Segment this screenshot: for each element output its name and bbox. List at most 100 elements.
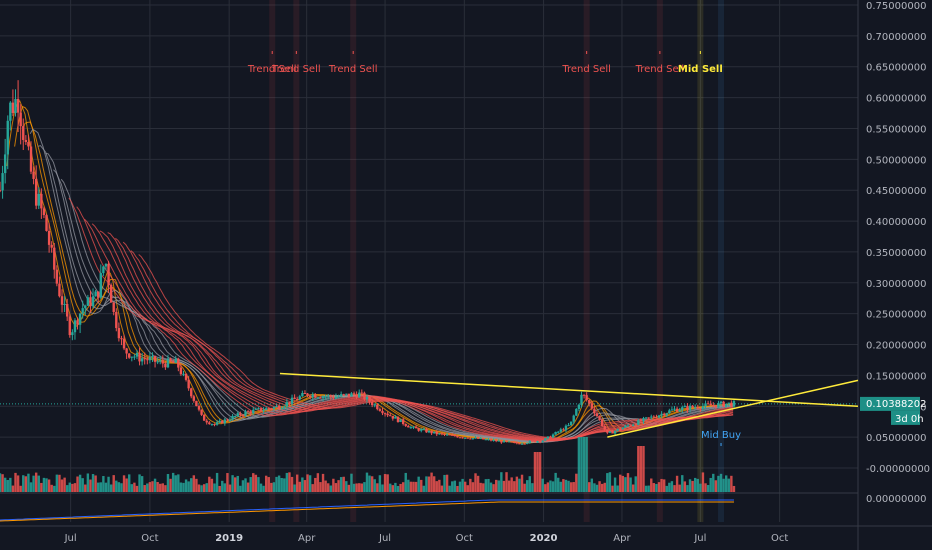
volume-bar [487,478,490,492]
volume-bar [655,483,658,492]
time-axis[interactable]: Jul Oct 2019 Apr Jul Oct 2020 Apr Jul Oct [64,533,789,544]
volume-bar [652,483,656,492]
price-tick-label: 0.05000000 [866,433,926,444]
volume-bar [494,479,498,492]
candle-body [427,430,431,433]
volume-bar [549,480,552,492]
candle-body [146,359,149,361]
volume-bar [389,483,392,492]
volume-bar [244,478,247,492]
volume-bar [146,483,149,492]
volume-bar [650,478,653,492]
volume-bar [3,477,7,492]
candle-body [125,348,128,354]
candle-body [513,441,516,443]
candle-body [221,420,224,424]
candle-body [252,409,255,414]
candle-body [228,419,232,421]
candle-body [22,126,25,140]
volume-bar [60,479,64,492]
volume-bar [373,479,376,492]
volume-bar [283,478,286,492]
price-tick-label: 0.50000000 [866,155,926,166]
time-tick-label: Apr [613,533,631,544]
candle-body [37,193,40,206]
candle-body [298,396,301,400]
volume-bar [466,485,469,492]
time-tick-label: 2020 [530,533,558,544]
candle-body [598,415,601,420]
volume-bar [603,482,606,492]
candle-body [621,427,625,430]
candle-body [644,417,648,419]
candle-body [471,438,475,440]
candle-body [575,408,578,416]
volume-bar [722,478,725,492]
volume-bar [396,485,400,492]
candle-body [122,338,126,349]
candle-body [102,266,105,274]
candle-body [339,394,343,397]
candle-body [484,439,488,441]
volume-bar [727,478,730,492]
volume-bar [611,485,614,492]
volume-bar [476,475,480,492]
volume-bar [290,476,294,492]
candle-body [29,146,33,172]
candle-body [368,396,371,402]
volume-bar [94,475,97,492]
volume-bar [112,475,115,492]
candle-body [254,408,258,410]
candle-body [409,427,413,429]
candle-body [321,396,325,399]
candle-body [360,392,364,394]
volume-bar [179,482,183,492]
volume-bar [109,484,113,492]
candle-body [528,440,531,444]
volume-bar [626,473,630,492]
candle-body [60,296,64,305]
volume-bar [600,483,604,492]
volume-bar [482,483,485,492]
candle-body [295,399,299,401]
candle-body [443,433,446,435]
candle-body [430,430,433,434]
candle-body [169,358,172,362]
candle-body [730,402,733,407]
candle-body [9,102,12,121]
candle-body [389,415,392,417]
candle-body [662,413,666,416]
candle-body [474,437,477,439]
candle-body [16,98,20,113]
volume-bar [474,473,477,492]
candle-body [404,424,407,426]
candle-body [629,425,632,427]
volume-bar [691,480,694,492]
volume-bar [518,478,521,492]
volume-bar [363,482,366,492]
candle-body [386,413,389,416]
volume-bar [249,477,252,492]
volume-bar [461,478,464,492]
volume-bar [629,477,632,492]
candle-body [109,284,113,303]
candle-body [130,356,134,358]
candle-body [148,357,152,361]
candle-body [65,303,69,317]
candle-body [358,392,361,398]
candle-body [463,437,467,439]
volume-bar [130,484,134,492]
volume-bar [458,481,462,492]
candle-body [84,305,87,309]
candle-body [324,396,327,398]
candle-body [40,193,43,209]
volume-bar [252,473,255,492]
candle-body [337,396,340,398]
candle-body [572,415,575,422]
candle-body [76,320,79,325]
candle-body [283,406,286,409]
candle-body [303,392,307,394]
time-tick-label: Oct [141,533,158,544]
